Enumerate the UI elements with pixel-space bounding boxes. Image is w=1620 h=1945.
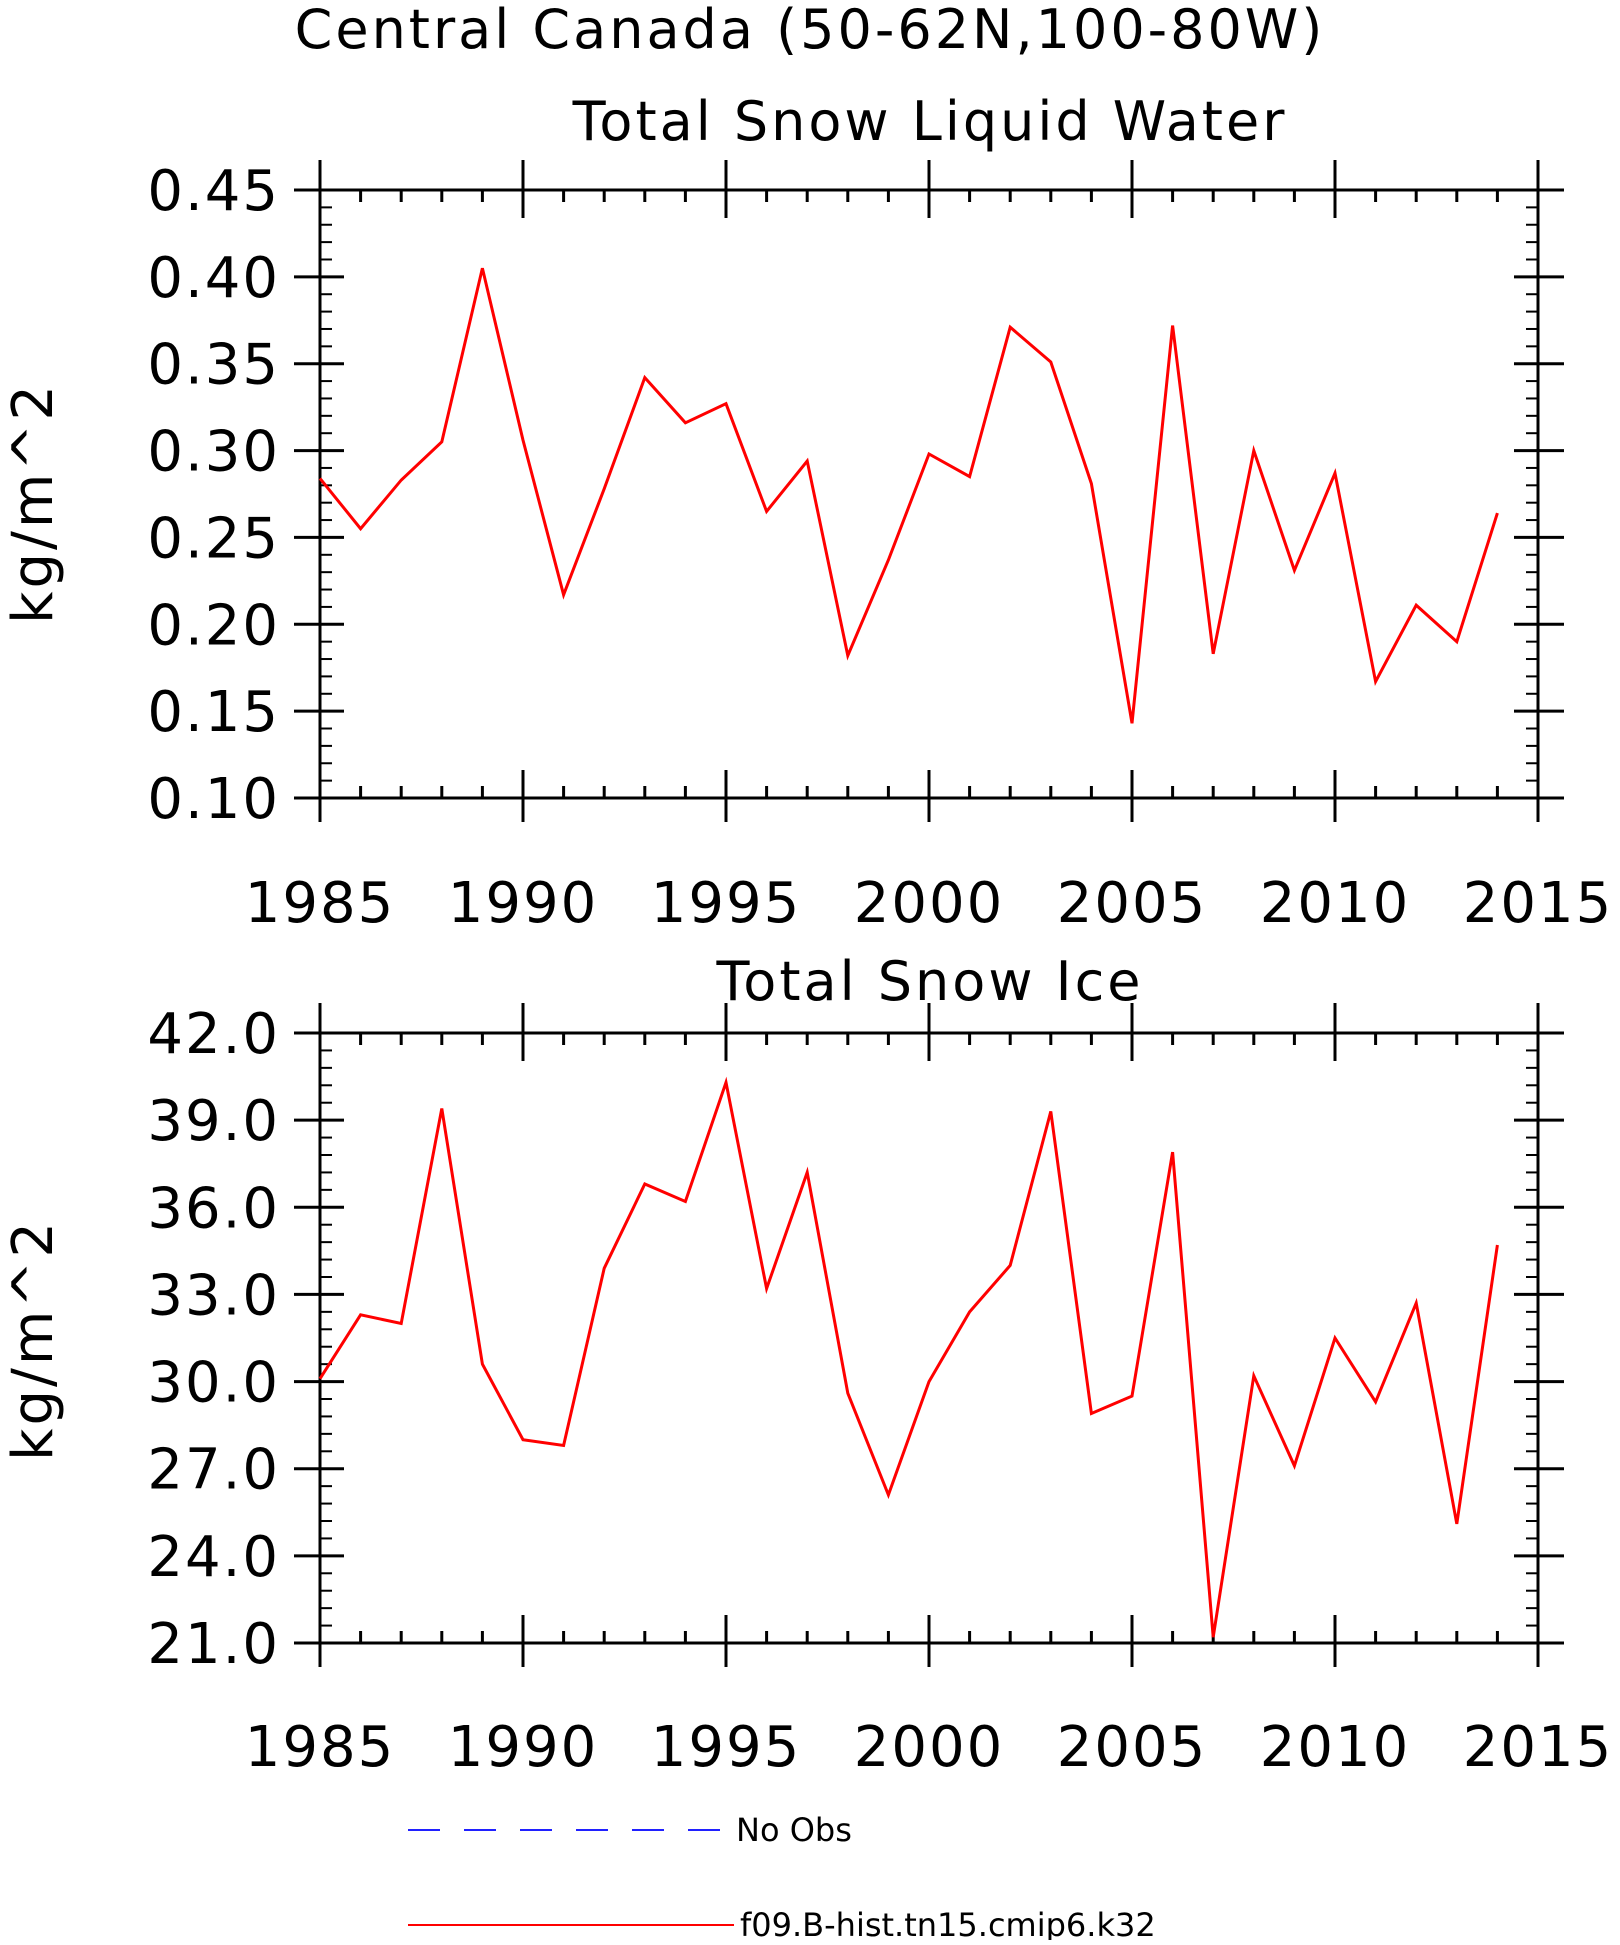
chart-top-ytick-label: 0.15 xyxy=(147,680,280,745)
chart-top-frame xyxy=(320,190,1538,798)
chart-bottom-ytick-label: 36.0 xyxy=(147,1176,280,1241)
chart-top-ylabel: kg/m^2 xyxy=(1,382,66,624)
chart-bottom-series-line xyxy=(320,1082,1497,1637)
chart-top-ytick-label: 0.45 xyxy=(147,159,280,224)
chart-top-ytick-label: 0.25 xyxy=(147,506,280,571)
chart-top-series-line xyxy=(320,268,1497,723)
chart-bottom-ytick-label: 30.0 xyxy=(147,1351,280,1416)
chart-bottom-xtick-label: 2015 xyxy=(1463,1715,1614,1780)
chart-top-ytick-label: 0.20 xyxy=(147,593,280,658)
chart-bottom-ytick-label: 21.0 xyxy=(147,1612,280,1677)
chart-bottom-ylabel: kg/m^2 xyxy=(1,1219,66,1461)
chart-top-xtick-label: 2015 xyxy=(1463,871,1614,936)
chart-top-xtick-label: 2000 xyxy=(854,871,1005,936)
chart-bottom-xtick-label: 1985 xyxy=(245,1715,396,1780)
chart-bottom-ytick-label: 39.0 xyxy=(147,1089,280,1154)
chart-top-xtick-label: 2010 xyxy=(1260,871,1411,936)
chart-bottom-xtick-label: 1990 xyxy=(448,1715,599,1780)
chart-bottom-ytick-label: 33.0 xyxy=(147,1263,280,1328)
chart-top-xtick-label: 1985 xyxy=(245,871,396,936)
chart-bottom-axes: 1985 1990 1995 2000 2005 2010 2015 21.0 24.0 27.0… xyxy=(147,1002,1613,1780)
chart-top-xtick-label: 1990 xyxy=(448,871,599,936)
chart-top-xtick-label: 2005 xyxy=(1057,871,1208,936)
chart-bottom-xtick-label: 2000 xyxy=(854,1715,1005,1780)
legend: No Obs f09.B-hist.tn15.cmip6.k32 xyxy=(408,1811,1156,1940)
chart-bottom-ytick-label: 24.0 xyxy=(147,1525,280,1590)
chart-bottom-xtick-label: 1995 xyxy=(651,1715,802,1780)
chart-bottom-ytick-label: 42.0 xyxy=(147,1002,280,1067)
chart-bottom-xtick-label: 2005 xyxy=(1057,1715,1208,1780)
chart-bottom-ytick-label: 27.0 xyxy=(147,1438,280,1503)
chart-top-xtick-label: 1995 xyxy=(651,871,802,936)
legend-label-model: f09.B-hist.tn15.cmip6.k32 xyxy=(740,1906,1156,1940)
chart-top-axes: 1985 1990 1995 2000 2005 2010 2015 0.10 0.15 0.20… xyxy=(147,159,1613,936)
chart-top-ytick-label: 0.35 xyxy=(147,333,280,398)
chart-bottom-xtick-label: 2010 xyxy=(1260,1715,1411,1780)
figure-title: Central Canada (50-62N,100-80W) xyxy=(295,0,1326,61)
legend-label-no-obs: No Obs xyxy=(736,1811,852,1849)
chart-top-ytick-label: 0.30 xyxy=(147,420,280,485)
chart-top-ytick-label: 0.40 xyxy=(147,246,280,311)
chart-top-ytick-label: 0.10 xyxy=(147,767,280,832)
chart-top-title: Total Snow Liquid Water xyxy=(572,90,1288,153)
chart-bottom-frame xyxy=(320,1033,1538,1643)
